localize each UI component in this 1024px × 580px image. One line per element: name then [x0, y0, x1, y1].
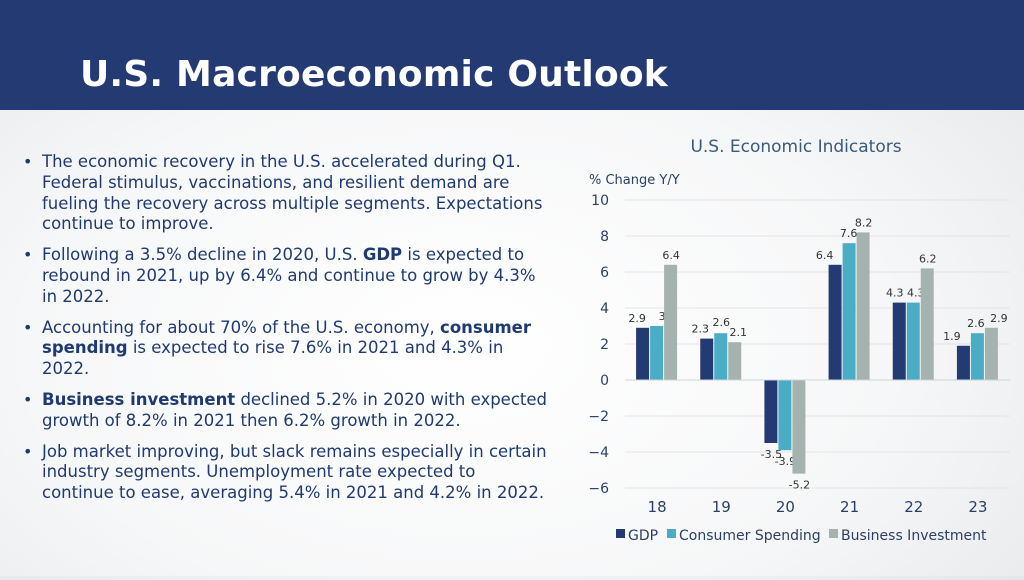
x-tick-label: 21: [840, 498, 859, 516]
data-label: 8.2: [855, 216, 873, 229]
x-tick-label: 23: [968, 498, 987, 516]
legend-swatch: [829, 529, 838, 538]
y-tick-label: −6: [588, 481, 609, 497]
bar-gdp: [764, 380, 778, 443]
bullet-dot-icon: •: [23, 317, 33, 337]
bar-consumer-spending: [650, 326, 664, 380]
bar-chart: U.S. Economic Indicators % Change Y/Y 10 8 6…: [588, 137, 1010, 544]
legend-label: Business Investment: [841, 528, 987, 544]
y-tick-label: 4: [600, 301, 609, 317]
data-label: 2.9: [990, 312, 1008, 325]
data-label: 2.9: [628, 312, 646, 325]
y-tick-label: −4: [588, 445, 609, 461]
chart-title: U.S. Economic Indicators: [690, 137, 901, 157]
data-label: 4.3: [907, 287, 925, 300]
bar-consumer-spending: [714, 333, 728, 380]
legend-label: Consumer Spending: [679, 528, 821, 544]
bullet-dot-icon: •: [23, 389, 33, 409]
x-tick-label: 22: [904, 498, 923, 516]
bar-gdp: [700, 338, 714, 380]
bullet-text: is expected to rebound in 2021, up by 6.…: [42, 245, 536, 306]
x-tick-label: 19: [712, 498, 731, 516]
bullet-text: is expected to rise 7.6% in 2021 and 4.3…: [42, 338, 504, 379]
data-label: 4.3: [886, 287, 904, 300]
data-label: 2.3: [692, 323, 710, 336]
data-label: 6.4: [816, 249, 834, 262]
y-tick-label: −2: [588, 409, 609, 425]
bullet-item: • Accounting for about 70% of the U.S. ec…: [22, 318, 552, 380]
bar-consumer-spending: [778, 380, 792, 451]
data-label: 2.1: [730, 326, 748, 339]
bar-gdp: [892, 302, 906, 380]
bullet-item: • Business investment declined 5.2% in 20…: [22, 390, 552, 432]
data-label: 2.6: [713, 316, 731, 329]
bullet-item: • Job market improving, but slack remains…: [22, 442, 552, 504]
header-bar: U.S. Macroeconomic Outlook: [0, 0, 1024, 110]
bar-business-investment: [920, 268, 934, 380]
bar-business-investment: [984, 327, 998, 380]
x-tick-label: 20: [776, 498, 795, 516]
data-label: 2.6: [967, 317, 985, 330]
bullet-bold-text: Business investment: [42, 389, 236, 409]
bullet-item: • Following a 3.5% decline in 2020, U.S. …: [22, 245, 552, 307]
data-label: -5.2: [789, 479, 810, 492]
data-label: 1.9: [943, 330, 961, 343]
bullet-bold-text: consumer spending: [42, 317, 531, 358]
bullet-text: Following a 3.5% decline in 2020, U.S.: [42, 245, 363, 265]
data-label: 3: [659, 310, 666, 323]
bullet-list: • The economic recovery in the U.S. accel…: [22, 152, 552, 514]
chart-panel: U.S. Economic Indicators % Change Y/Y 10 8 6…: [560, 128, 1024, 576]
x-tick-label: 18: [648, 498, 667, 516]
bullet-dot-icon: •: [23, 245, 33, 265]
y-tick-label: 8: [600, 229, 609, 245]
bullet-text: Job market improving, but slack remains …: [42, 441, 547, 503]
legend-label: GDP: [628, 528, 658, 544]
data-label: -3.9: [775, 455, 796, 468]
data-label: 6.4: [662, 249, 680, 262]
bar-gdp: [956, 345, 970, 380]
bar-business-investment: [792, 380, 806, 474]
bar-consumer-spending: [842, 243, 856, 380]
bullet-text: declined 5.2% in 2020 with expected grow…: [42, 389, 547, 430]
bullet-text: Accounting for about 70% of the U.S. eco…: [42, 317, 441, 337]
bar-gdp: [636, 327, 650, 380]
data-label: -3.5: [761, 448, 782, 461]
bullet-item: • The economic recovery in the U.S. accel…: [22, 152, 552, 235]
data-label: 6.2: [919, 252, 937, 265]
bullet-text: The economic recovery in the U.S. accele…: [42, 152, 543, 234]
data-label: 7.6: [840, 227, 858, 240]
bar-business-investment: [728, 342, 742, 380]
y-tick-label: 2: [600, 337, 609, 353]
bar-gdp: [828, 264, 842, 380]
bar-business-investment: [664, 264, 678, 380]
bullet-bold-text: GDP: [362, 245, 403, 265]
bullet-dot-icon: •: [23, 441, 33, 461]
bullet-dot-icon: •: [23, 152, 33, 171]
y-tick-label: 10: [591, 193, 609, 209]
y-axis-label: % Change Y/Y: [589, 173, 680, 188]
legend-swatch: [667, 529, 676, 538]
page-title: U.S. Macroeconomic Outlook: [80, 54, 668, 95]
y-tick-label: 6: [600, 265, 609, 281]
y-tick-label: 0: [600, 373, 609, 389]
bar-consumer-spending: [970, 333, 984, 380]
legend-swatch: [616, 529, 625, 538]
bar-business-investment: [856, 232, 870, 380]
bar-consumer-spending: [906, 302, 920, 380]
